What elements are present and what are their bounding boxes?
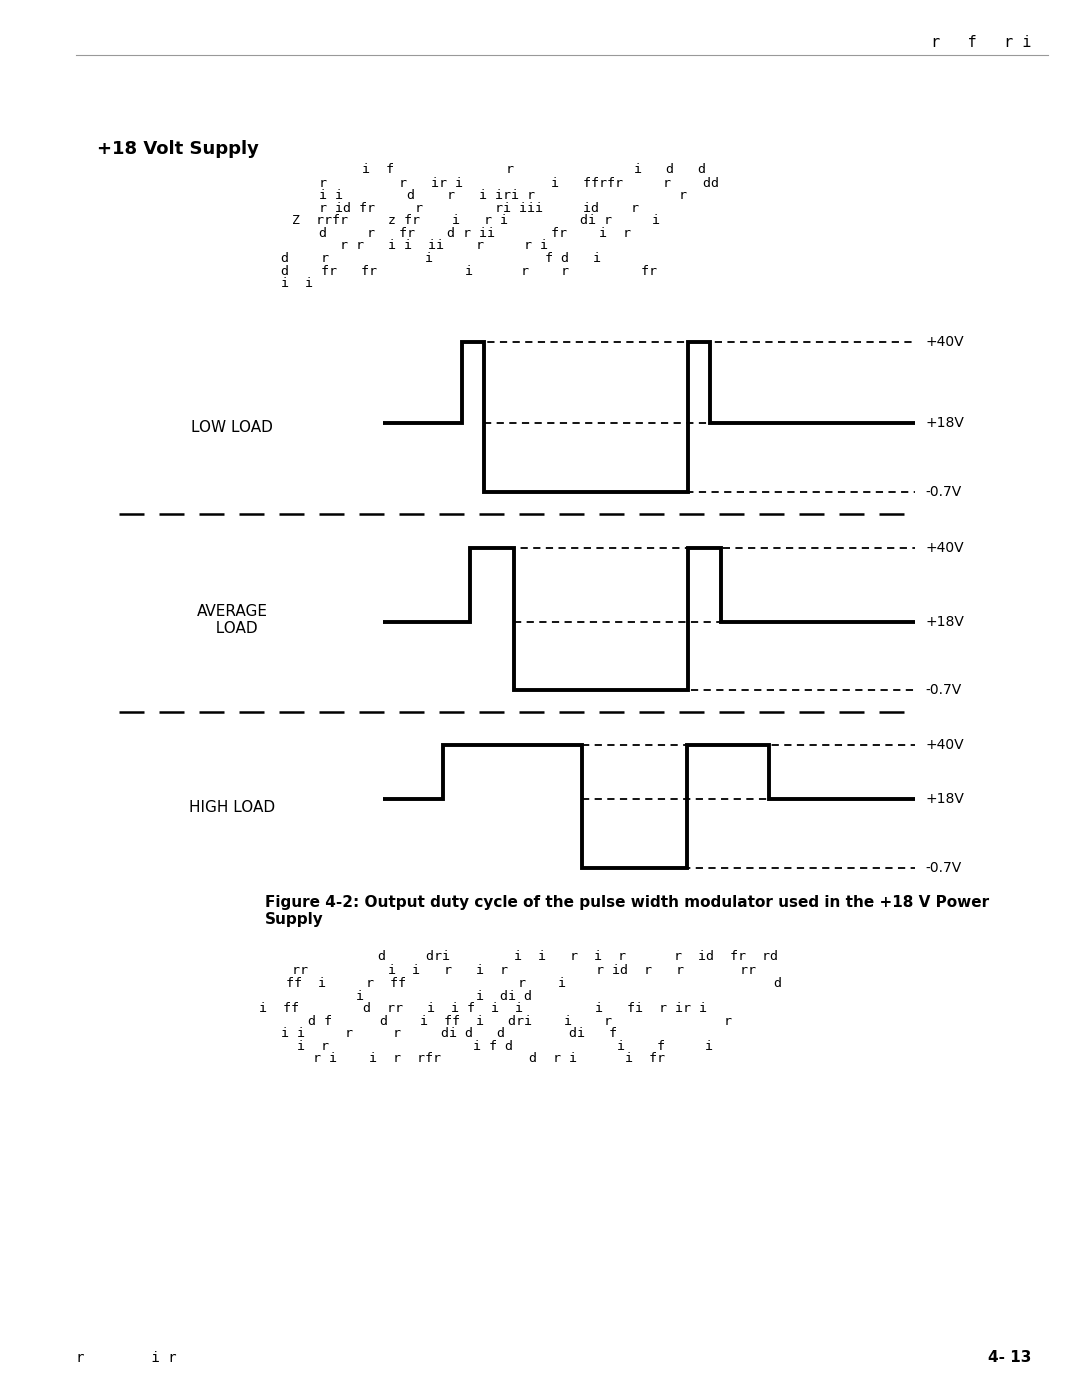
Text: -0.7V: -0.7V bbox=[926, 861, 962, 875]
Text: +18 Volt Supply: +18 Volt Supply bbox=[97, 141, 259, 158]
Text: LOW LOAD: LOW LOAD bbox=[191, 420, 273, 434]
Text: r i    i  r  rfr           d  r i      i  fr: r i i r rfr d r i i fr bbox=[313, 1052, 665, 1066]
Text: d     r   fr    d r ii       fr    i  r: d r fr d r ii fr i r bbox=[319, 226, 631, 240]
Text: i i        d    r   i iri r                  r: i i d r i iri r r bbox=[319, 189, 687, 203]
Text: -0.7V: -0.7V bbox=[926, 485, 962, 499]
Text: d    r            i              f d   i: d r i f d i bbox=[281, 251, 600, 265]
Text: 4- 13: 4- 13 bbox=[988, 1351, 1031, 1365]
Text: i  f              r               i   d   d: i f r i d d bbox=[362, 162, 706, 176]
Text: i              i  di d: i i di d bbox=[356, 989, 532, 1003]
Text: i  ff        d  rr   i  i f  i  i         i   fi  r ir i: i ff d rr i i f i i i fi r ir i bbox=[259, 1002, 707, 1016]
Text: -0.7V: -0.7V bbox=[926, 683, 962, 697]
Text: +18V: +18V bbox=[926, 615, 964, 629]
Text: HIGH LOAD: HIGH LOAD bbox=[189, 800, 275, 814]
Text: r r   i i  ii    r     r i: r r i i ii r r i bbox=[340, 239, 549, 253]
Text: i  i: i i bbox=[281, 277, 313, 291]
Text: +18V: +18V bbox=[926, 792, 964, 806]
Text: Supply: Supply bbox=[265, 912, 323, 926]
Text: +40V: +40V bbox=[926, 738, 964, 752]
Text: ff  i     r  ff              r    i                          d: ff i r ff r i d bbox=[286, 977, 782, 990]
Text: AVERAGE
  LOAD: AVERAGE LOAD bbox=[197, 604, 268, 637]
Text: i i     r     r     di d   d        di   f: i i r r di d d di f bbox=[281, 1027, 617, 1041]
Text: +40V: +40V bbox=[926, 335, 964, 349]
Text: Z  rrfr     z fr    i   r i         di r     i: Z rrfr z fr i r i di r i bbox=[292, 214, 660, 228]
Text: i  r                  i f d             i    f     i: i r i f d i f i bbox=[297, 1039, 713, 1053]
Text: d    fr   fr           i      r    r         fr: d fr fr i r r fr bbox=[281, 264, 657, 278]
Text: rr          i  i   r   i  r           r id  r   r       rr: rr i i r i r r id r r rr bbox=[292, 964, 756, 978]
Text: r         r   ir i           i   ffrfr     r    dd: r r ir i i ffrfr r dd bbox=[319, 176, 718, 190]
Text: +40V: +40V bbox=[926, 541, 964, 555]
Text: Figure 4-2: Output duty cycle of the pulse width modulator used in the +18 V Pow: Figure 4-2: Output duty cycle of the pul… bbox=[265, 895, 988, 909]
Text: d f      d    i  ff  i   dri    i    r              r: d f d i ff i dri i r r bbox=[308, 1014, 732, 1028]
Text: r   f   r i: r f r i bbox=[931, 35, 1031, 49]
Text: r        i r: r i r bbox=[76, 1351, 176, 1365]
Text: d     dri        i  i   r  i  r      r  id  fr  rd: d dri i i r i r r id fr rd bbox=[378, 950, 778, 964]
Text: +18V: +18V bbox=[926, 416, 964, 430]
Text: r id fr     r         ri iii     id    r: r id fr r ri iii id r bbox=[319, 201, 638, 215]
